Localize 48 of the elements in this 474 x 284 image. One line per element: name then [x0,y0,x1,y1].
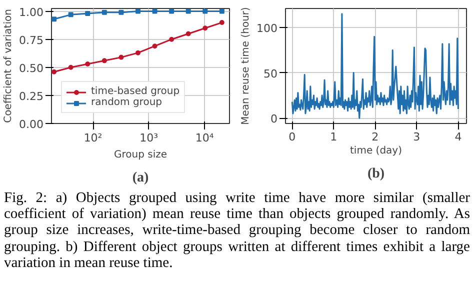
x-axis-title: Group size [114,150,168,160]
y-tick-label: 0.50 [19,62,44,75]
point [68,12,74,18]
y-tick-label: 0 [270,112,278,126]
y-tick-label: 0.25 [19,90,44,103]
point [85,62,90,67]
point [118,10,124,15]
point [85,11,90,16]
y-tick-label: 1.00 [19,6,44,19]
point [169,8,174,14]
legend-label: time-based group [91,86,180,97]
caption: Fig. 2: a) Objects grouped using write time have more similar (smaller coefficient of variation) mean reuse time than objects grouped randomly. As group size increases, write-time-based grouping become closer to random grouping. b) Different object groups written at different times exhibit a large variation in mean reuse time. [4,190,470,272]
y-tick-label: 0.75 [19,34,44,47]
point [118,54,124,60]
point [52,16,57,22]
line-series [291,13,459,119]
x-tick-label: 1 [330,130,338,144]
legend-label: random group [91,97,162,108]
point [102,10,107,15]
point [219,20,224,26]
x-tick-label: 10² [84,132,102,144]
text: (b) [367,166,385,182]
point [169,36,174,42]
y-tick-label: 100 [256,22,278,36]
x-tick-label: 3 [413,130,420,144]
point [135,8,140,14]
x-tick-label: 10⁴ [195,132,214,144]
point [102,58,107,64]
y-axis-title: Coefficient of variation [3,9,14,123]
x-axis-title: time (day) [350,146,402,156]
y-tick-label: 0.00 [19,118,44,131]
point [152,8,158,14]
point [186,8,191,14]
x-tick-label: 2 [372,130,379,144]
text: (a) [132,170,149,186]
point [186,31,191,36]
y-axis-title: Mean reuse time (hour) [240,6,252,125]
point [135,50,140,56]
point [202,8,208,14]
point [152,44,158,49]
x-tick-label: 4 [454,130,462,144]
y-tick-label: 50 [264,67,278,80]
point [68,64,74,70]
point [52,69,57,74]
x-tick-label: 10³ [140,132,158,144]
x-tick-label: 0 [288,130,296,144]
point [219,8,224,14]
point [202,26,208,31]
